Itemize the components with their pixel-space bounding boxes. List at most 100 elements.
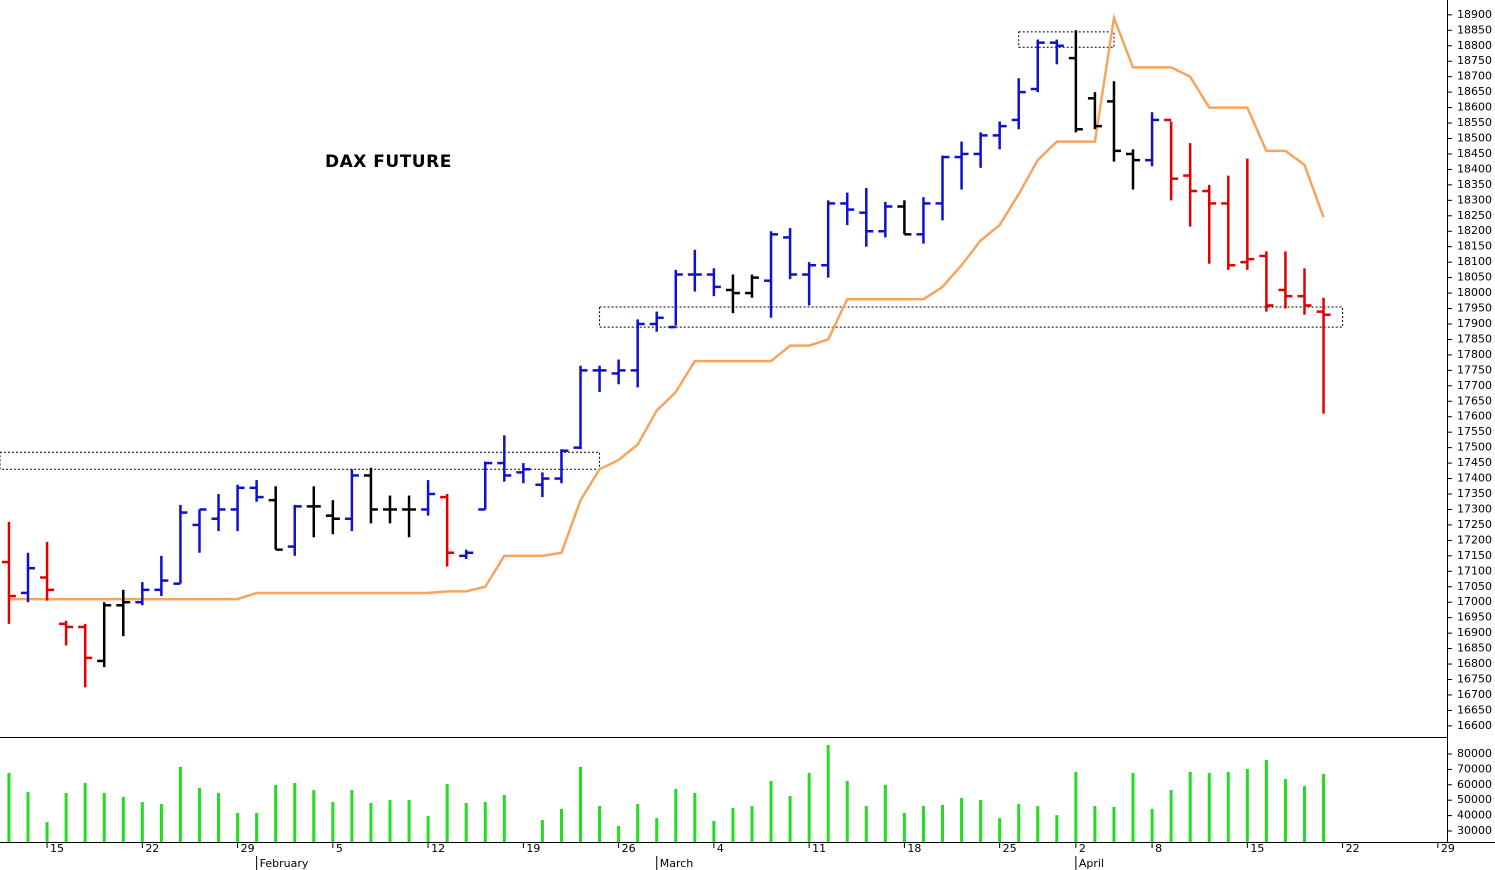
y-tick-label: 17900	[1457, 317, 1492, 330]
volume-bar	[197, 788, 201, 842]
x-tick-label: 19	[526, 842, 540, 855]
volume-bar	[883, 784, 887, 842]
volume-bar	[1188, 772, 1192, 842]
volume-bar	[1150, 808, 1154, 842]
volume-bar	[788, 796, 792, 842]
x-tick-label: 29	[1441, 842, 1455, 855]
y-tick-label: 18300	[1457, 193, 1492, 206]
volume-bar	[64, 792, 68, 842]
y-tick-label: 17800	[1457, 348, 1492, 361]
y-tick-label: 40000	[1457, 809, 1492, 822]
chart-title: DAX FUTURE	[325, 152, 452, 172]
volume-bar	[369, 802, 373, 842]
x-tick-label: 29	[241, 842, 255, 855]
y-tick-label: 60000	[1457, 778, 1492, 791]
volume-bar	[693, 792, 697, 842]
volume-bar	[121, 796, 125, 842]
volume-bar	[483, 802, 487, 842]
volume-bar	[1226, 772, 1230, 842]
y-tick-label: 18050	[1457, 271, 1492, 284]
month-label: April	[1079, 857, 1104, 870]
y-tick-label: 16850	[1457, 642, 1492, 655]
volume-bar	[255, 812, 259, 842]
y-tick-label: 18200	[1457, 224, 1492, 237]
x-tick-label: 4	[717, 842, 724, 855]
volume-bar	[1283, 778, 1287, 842]
y-tick-label: 17600	[1457, 410, 1492, 423]
volume-bar	[331, 802, 335, 842]
volume-bar	[598, 806, 602, 842]
volume-bar	[941, 804, 945, 842]
y-tick-label: 18750	[1457, 54, 1492, 67]
y-tick-label: 17350	[1457, 487, 1492, 500]
y-tick-label: 18700	[1457, 70, 1492, 83]
volume-bar	[960, 798, 964, 842]
y-tick-label: 17550	[1457, 425, 1492, 438]
volume-bar	[26, 792, 30, 842]
y-tick-label: 18450	[1457, 147, 1492, 160]
volume-bar	[1017, 804, 1021, 842]
volume-bar	[217, 792, 221, 842]
y-tick-label: 17500	[1457, 441, 1492, 454]
volume-bar	[1131, 772, 1135, 842]
y-tick-label: 70000	[1457, 762, 1492, 775]
volume-bar	[1322, 774, 1326, 842]
volume-bar	[998, 818, 1002, 842]
y-tick-label: 18500	[1457, 131, 1492, 144]
x-tick-label: 26	[622, 842, 636, 855]
volume-bar	[178, 766, 182, 842]
x-tick-label: 8	[1155, 842, 1162, 855]
volume-bar	[1169, 790, 1173, 842]
y-tick-label: 18400	[1457, 162, 1492, 175]
x-tick-label: 2	[1079, 842, 1086, 855]
y-tick-label: 17850	[1457, 332, 1492, 345]
volume-bar	[807, 772, 811, 842]
x-tick-label: 22	[1346, 842, 1360, 855]
y-tick-label: 17450	[1457, 456, 1492, 469]
x-tick-label: 15	[50, 842, 64, 855]
month-label: February	[260, 857, 309, 870]
volume-bar	[1112, 806, 1116, 842]
volume-bar	[159, 804, 163, 842]
zone-box	[599, 306, 1344, 328]
volume-bar	[7, 772, 11, 842]
y-tick-label: 16800	[1457, 657, 1492, 670]
volume-bar	[1207, 772, 1211, 842]
volume-bar	[540, 820, 544, 842]
y-tick-label: 18250	[1457, 209, 1492, 222]
month-label: March	[660, 857, 694, 870]
y-tick-label: 17750	[1457, 363, 1492, 376]
y-tick-label: 50000	[1457, 793, 1492, 806]
x-tick-label: 11	[812, 842, 826, 855]
y-tick-label: 17150	[1457, 549, 1492, 562]
volume-bar	[712, 820, 716, 842]
volume-bar	[350, 790, 354, 842]
y-tick-label: 18850	[1457, 23, 1492, 36]
volume-bar	[274, 784, 278, 842]
y-tick-label: 16900	[1457, 626, 1492, 639]
x-tick-label: 18	[907, 842, 921, 855]
y-tick-label: 17700	[1457, 379, 1492, 392]
y-tick-label: 17250	[1457, 518, 1492, 531]
volume-bar	[1055, 815, 1059, 842]
volume-bar	[102, 792, 106, 842]
y-tick-label: 18350	[1457, 178, 1492, 191]
volume-bar	[312, 790, 316, 842]
y-tick-label: 18100	[1457, 255, 1492, 268]
y-tick-label: 17200	[1457, 533, 1492, 546]
y-tick-label: 16650	[1457, 703, 1492, 716]
volume-bar	[864, 806, 868, 842]
y-tick-label: 17000	[1457, 595, 1492, 608]
volume-bar	[445, 784, 449, 842]
volume-bar	[407, 800, 411, 842]
volume-bar	[502, 794, 506, 842]
volume-bar	[902, 812, 906, 842]
volume-bar	[236, 812, 240, 842]
volume-bar	[1264, 760, 1268, 842]
volume-bar	[1093, 806, 1097, 842]
volume-bar	[388, 800, 392, 842]
y-tick-label: 18150	[1457, 240, 1492, 253]
x-tick-label: 12	[431, 842, 445, 855]
x-tick-label: 25	[1003, 842, 1017, 855]
y-tick-label: 17400	[1457, 472, 1492, 485]
